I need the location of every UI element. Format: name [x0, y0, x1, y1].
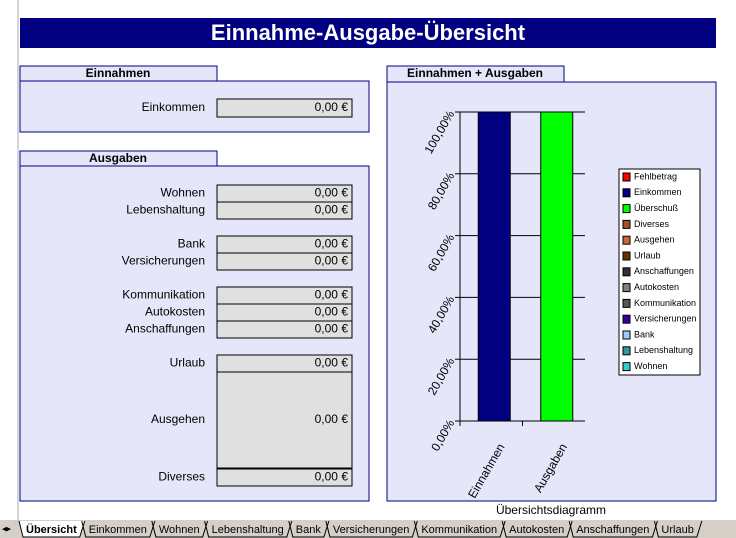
title-bar: [20, 18, 716, 48]
value-cell: [216, 201, 353, 220]
legend-swatch: [622, 235, 631, 245]
legend-swatch: [622, 362, 631, 372]
legend-swatch: [622, 298, 631, 308]
sheet-tab[interactable]: [653, 520, 703, 538]
expenses-header: Ausgaben: [89, 151, 147, 165]
sheet-tab-label[interactable]: Autokosten: [509, 524, 564, 536]
cell-value: 0,00 €: [315, 288, 349, 302]
row-label: Bank: [178, 237, 206, 251]
cell-value: 0,00 €: [315, 237, 349, 251]
row-label: Einkommen: [142, 100, 205, 114]
sheet-tab[interactable]: [81, 520, 156, 538]
sheet-tab-label[interactable]: Anschaffungen: [576, 524, 649, 536]
sheet-tab[interactable]: [151, 520, 209, 538]
legend-label: Einkommen: [634, 187, 682, 197]
row-label: Autokosten: [145, 305, 205, 319]
row-label: Lebenshaltung: [126, 203, 205, 217]
legend-label: Kommunikation: [634, 298, 696, 308]
sheet-tab-label[interactable]: Kommunikation: [421, 524, 497, 536]
sheet-tab[interactable]: [568, 520, 658, 538]
cell-value: 0,00 €: [315, 356, 349, 370]
sheet-tab[interactable]: [288, 520, 330, 538]
bar: [477, 111, 511, 422]
value-cell: [216, 98, 353, 118]
legend-swatch: [622, 314, 631, 324]
sheet-tab-label[interactable]: Einkommen: [89, 524, 147, 536]
legend-label: Anschaffungen: [634, 266, 694, 276]
row-label: Kommunikation: [122, 288, 205, 302]
sheet-tab-label[interactable]: Versicherungen: [333, 524, 409, 536]
legend-swatch: [622, 219, 631, 229]
legend-swatch: [622, 188, 631, 198]
cell-value: 0,00 €: [315, 470, 349, 484]
cell-value: 0,00 €: [315, 203, 349, 217]
tab-bar: [0, 520, 736, 538]
value-cell: [216, 252, 353, 271]
legend-label: Überschuß: [634, 203, 679, 213]
chart-header: Einnahmen + Ausgaben: [407, 66, 543, 80]
sheet-tab[interactable]: [413, 520, 506, 538]
sheet-tab[interactable]: [325, 520, 418, 538]
row-label: Ausgehen: [151, 412, 205, 426]
legend-label: Diverses: [634, 219, 670, 229]
row-label: Anschaffungen: [125, 322, 205, 336]
legend-swatch: [622, 204, 631, 214]
cell-value: 0,00 €: [315, 186, 349, 200]
scroll-arrows[interactable]: ◂▸: [2, 523, 12, 533]
row-label: Urlaub: [170, 356, 206, 370]
sheet-tab[interactable]: [204, 520, 293, 538]
cell-value: 0,00 €: [315, 412, 349, 426]
legend-label: Bank: [634, 329, 655, 339]
legend-box: [618, 168, 701, 376]
legend-label: Autokosten: [634, 282, 679, 292]
row-label: Versicherungen: [122, 254, 205, 268]
chart-caption: Übersichtsdiagramm: [496, 503, 606, 517]
sheet-tab-label[interactable]: Bank: [296, 524, 322, 536]
sheet-tab-label[interactable]: Lebenshaltung: [212, 524, 284, 536]
cell-value: 0,00 €: [315, 322, 349, 336]
legend-label: Versicherungen: [634, 314, 697, 324]
value-cell: [216, 320, 353, 339]
legend-swatch: [622, 346, 631, 356]
value-cell: [216, 371, 353, 469]
bar: [540, 111, 574, 422]
row-label: Diverses: [158, 470, 205, 484]
cell-value: 0,00 €: [315, 100, 349, 114]
sheet-tabs: Übersicht Einkommen Wohnen Lebenshaltung Ban…: [18, 520, 703, 538]
value-cell: [216, 468, 353, 487]
sheet-tab[interactable]: [18, 520, 86, 538]
legend-swatch: [622, 330, 631, 340]
legend-label: Wohnen: [634, 361, 667, 371]
sheet-tab-label[interactable]: Übersicht: [26, 523, 77, 536]
legend-label: Lebenshaltung: [634, 345, 693, 355]
legend-label: Ausgehen: [634, 235, 675, 245]
legend-swatch: [622, 267, 631, 277]
legend-swatch: [622, 172, 631, 182]
sheet-tab-label[interactable]: Wohnen: [159, 524, 200, 536]
legend-label: Fehlbetrag: [634, 171, 677, 181]
sheet-tab-label[interactable]: Urlaub: [661, 524, 693, 536]
row-label: Wohnen: [161, 186, 205, 200]
legend-label: Urlaub: [634, 250, 661, 260]
sheet-tab[interactable]: [501, 520, 573, 538]
page-title: Einnahme-Ausgabe-Übersicht: [211, 20, 526, 45]
cell-value: 0,00 €: [315, 254, 349, 268]
income-header: Einnahmen: [86, 66, 151, 80]
cell-value: 0,00 €: [315, 305, 349, 319]
legend-swatch: [622, 251, 631, 261]
legend-swatch: [622, 283, 631, 293]
